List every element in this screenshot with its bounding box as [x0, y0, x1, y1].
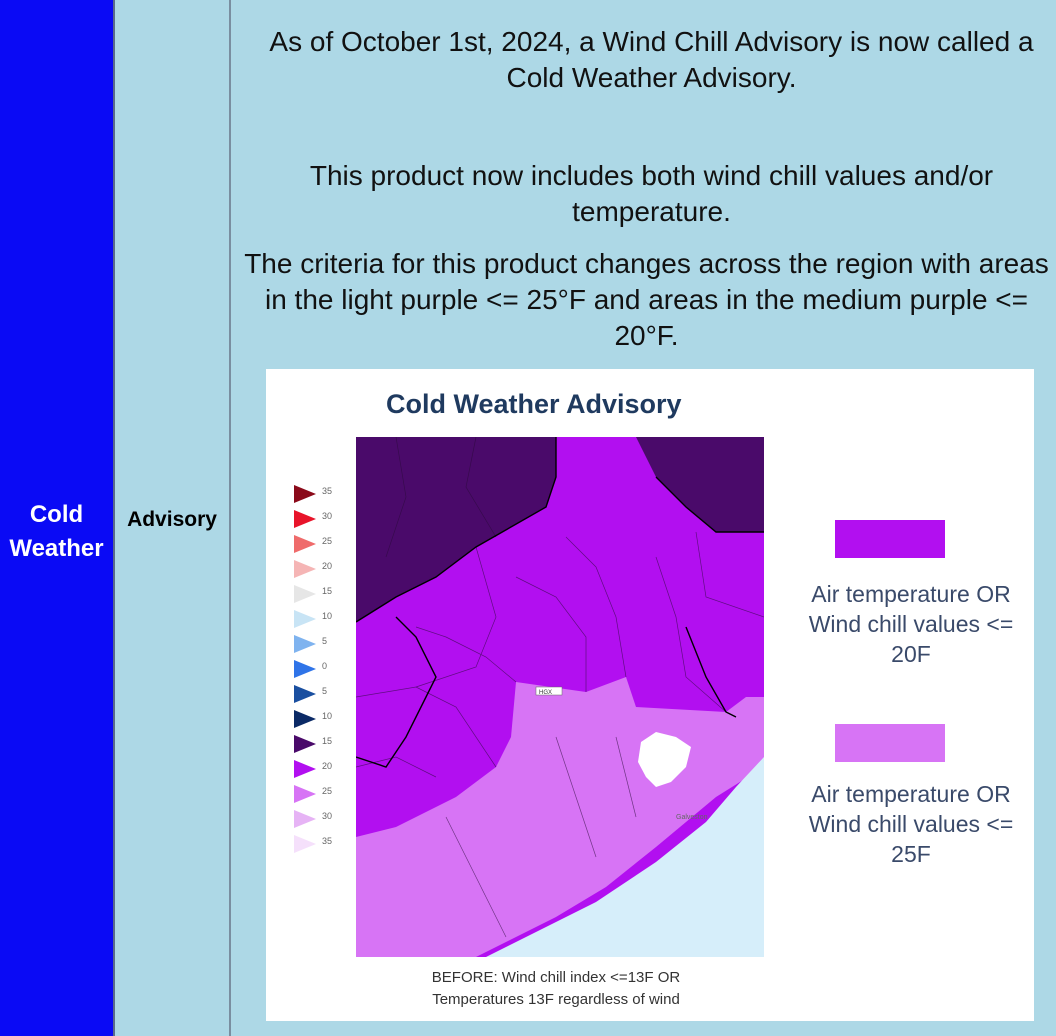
scale-item: 5 — [294, 633, 354, 655]
cwa-border — [356, 437, 764, 768]
hazard-cell: Cold Weather — [0, 0, 115, 1036]
scale-item: 15 — [294, 583, 354, 605]
advisory-type-cell: Advisory — [115, 0, 231, 1036]
product-scope-text: This product now includes both wind chil… — [309, 160, 994, 227]
scale-item: 30 — [294, 508, 354, 530]
color-scale: 35 30 25 20 15 10 5 0 5 10 15 20 25 30 3… — [294, 483, 354, 863]
scale-item: 5 — [294, 683, 354, 705]
dark-purple-region-nw — [356, 437, 556, 622]
hazard-label: Cold Weather — [9, 501, 104, 562]
scale-item: 35 — [294, 483, 354, 505]
legend-text-25f: Air temperature OR Wind chill values <= … — [808, 781, 1014, 867]
map-caption: BEFORE: Wind chill index <=13F OR Temper… — [356, 967, 756, 1011]
county-lines — [356, 437, 764, 938]
advisory-region-map: HGX Galveston — [356, 437, 764, 957]
caption-line-2: Temperatures 13F regardless of wind — [432, 991, 680, 1008]
dark-purple-region-ne — [636, 437, 764, 532]
scale-item: 0 — [294, 658, 354, 680]
galveston-bay — [638, 732, 691, 787]
scale-item: 35 — [294, 833, 354, 855]
map-title: Cold Weather Advisory — [386, 389, 682, 419]
scale-item: 25 — [294, 783, 354, 805]
scale-item: 20 — [294, 558, 354, 580]
advisory-map-card: Cold Weather Advisory 35 30 25 20 15 10 … — [266, 369, 1034, 1021]
scale-item: 15 — [294, 733, 354, 755]
description-cell: As of October 1st, 2024, a Wind Chill Ad… — [231, 0, 1056, 1036]
scale-item: 10 — [294, 608, 354, 630]
scale-item: 10 — [294, 708, 354, 730]
legend-swatch-medium-purple — [835, 520, 945, 558]
gulf-water — [486, 757, 764, 957]
caption-line-1: BEFORE: Wind chill index <=13F OR — [431, 969, 681, 986]
advisory-type-label: Advisory — [127, 508, 217, 531]
office-marker — [535, 686, 563, 696]
city-label: Galveston — [676, 814, 708, 821]
scale-item: 30 — [294, 808, 354, 830]
rename-notice: As of October 1st, 2024, a Wind Chill Ad… — [269, 26, 1034, 93]
scale-item: 20 — [294, 758, 354, 780]
legend-text-20f: Air temperature OR Wind chill values <= … — [808, 581, 1014, 667]
scale-item: 25 — [294, 533, 354, 555]
criteria-text: The criteria for this product changes ac… — [244, 248, 1049, 351]
office-label: HGX — [539, 690, 552, 696]
legend-swatch-light-purple — [835, 724, 945, 762]
